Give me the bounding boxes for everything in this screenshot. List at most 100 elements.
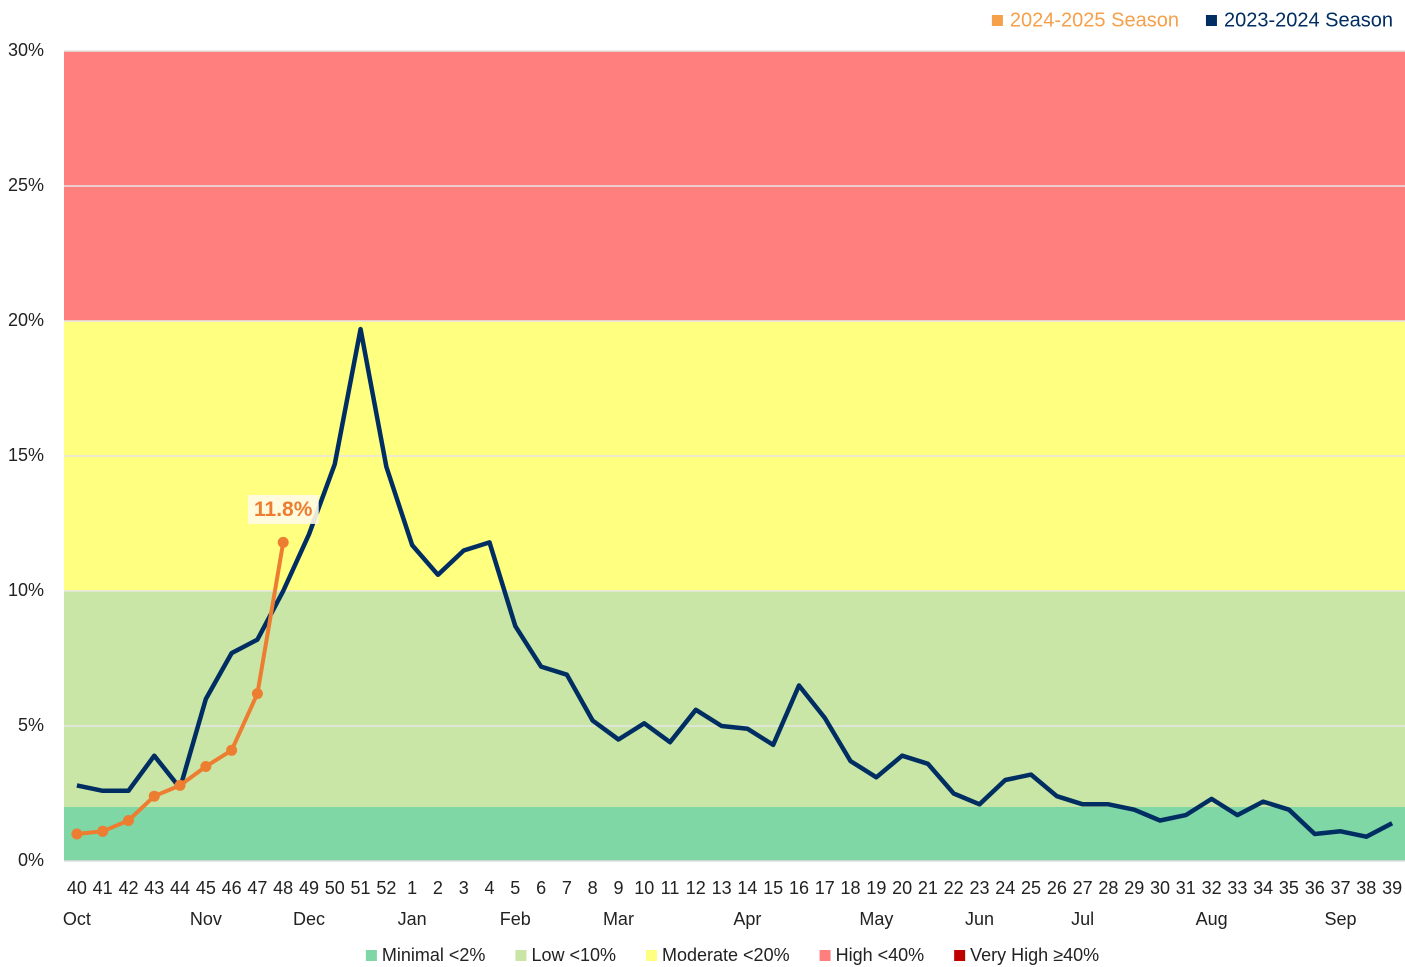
x-tick-label: 26 [1047,878,1067,898]
month-label: Oct [63,909,91,929]
legend-swatch [365,950,377,961]
x-tick-label: 12 [686,878,706,898]
y-tick-label: 10% [8,580,44,600]
y-tick-label: 0% [18,850,44,870]
x-tick-label: 5 [510,878,520,898]
point [148,790,160,802]
legend-swatch [1205,15,1217,26]
y-tick-label: 15% [8,445,44,465]
x-tick-label: 6 [536,878,546,898]
y-tick-label: 5% [18,715,44,735]
x-tick-label: 8 [588,878,598,898]
x-tick-label: 52 [376,878,396,898]
point [122,815,134,826]
data-label: 11.8% [254,498,313,521]
x-tick-label: 23 [969,878,989,898]
x-tick-label: 50 [325,878,345,898]
x-tick-label: 10 [634,878,654,898]
x-tick-label: 44 [170,878,190,898]
x-tick-label: 47 [247,878,267,898]
x-tick-label: 13 [712,878,732,898]
point [97,825,109,837]
month-label: Sep [1325,909,1357,929]
x-tick-label: 41 [93,878,113,898]
x-tick-label: 32 [1202,878,1222,898]
x-tick-label: 24 [995,878,1015,898]
month-label: Jul [1071,909,1094,929]
legend-label: Very High ≥40% [970,945,1099,965]
point [174,779,186,791]
month-label: Aug [1196,909,1228,929]
legend-label: Low <10% [531,945,616,965]
month-label: Feb [500,909,531,929]
x-tick-label: 14 [737,878,757,898]
x-tick-label: 4 [485,878,495,898]
month-label: Dec [293,909,325,929]
point [71,828,83,840]
month-label: May [859,909,893,929]
month-label: Jun [965,909,994,929]
x-tick-label: 29 [1124,878,1144,898]
x-tick-label: 20 [892,878,912,898]
x-tick-label: 45 [196,878,216,898]
x-tick-label: 51 [351,878,371,898]
y-tick-label: 25% [8,175,44,195]
x-tick-label: 27 [1073,878,1093,898]
severity-band [64,807,1405,861]
x-tick-label: 39 [1382,878,1402,898]
x-tick-label: 30 [1150,878,1170,898]
legend-label: Moderate <20% [662,945,790,965]
month-label: Apr [733,909,761,929]
month-label: Jan [398,909,427,929]
x-tick-label: 9 [613,878,623,898]
legend-label: 2024-2025 Season [1010,9,1179,31]
x-tick-label: 46 [222,878,242,898]
legend-swatch [515,950,527,961]
x-tick-label: 17 [815,878,835,898]
x-tick-label: 42 [118,878,138,898]
x-tick-label: 22 [944,878,964,898]
x-tick-label: 38 [1356,878,1376,898]
x-tick-label: 1 [407,878,417,898]
point [277,536,289,548]
x-tick-label: 19 [866,878,886,898]
legend-swatch [819,950,831,961]
month-label: Nov [190,909,222,929]
x-tick-label: 35 [1279,878,1299,898]
x-tick-label: 16 [789,878,809,898]
legend-swatch [954,950,966,961]
x-tick-label: 31 [1176,878,1196,898]
x-tick-label: 43 [144,878,164,898]
y-tick-label: 20% [8,310,44,330]
x-tick-label: 49 [299,878,319,898]
x-tick-label: 25 [1021,878,1041,898]
x-tick-label: 33 [1227,878,1247,898]
x-tick-label: 48 [273,878,293,898]
point [200,761,212,772]
x-tick-label: 40 [67,878,87,898]
point [251,688,263,700]
x-tick-label: 2 [433,878,443,898]
x-tick-label: 11 [661,878,680,898]
data-label-bg [248,494,319,524]
y-tick-label: 30% [8,40,44,60]
x-tick-label: 15 [763,878,783,898]
legend-swatch [991,15,1003,26]
month-label: Mar [603,909,634,929]
severity-band [64,591,1405,807]
legend-label: 2023-2024 Season [1224,9,1393,31]
x-tick-label: 3 [459,878,469,898]
legend-label: Minimal <2% [382,945,486,965]
x-tick-label: 37 [1331,878,1351,898]
series-line [76,326,1394,839]
x-tick-label: 18 [841,878,861,898]
x-tick-label: 21 [918,878,938,898]
x-tick-label: 7 [562,878,572,898]
legend-label: High <40% [836,945,925,965]
point [226,744,238,756]
legend-swatch [646,950,657,961]
x-tick-label: 28 [1098,878,1118,898]
x-tick-label: 34 [1253,878,1273,898]
x-tick-label: 36 [1305,878,1325,898]
